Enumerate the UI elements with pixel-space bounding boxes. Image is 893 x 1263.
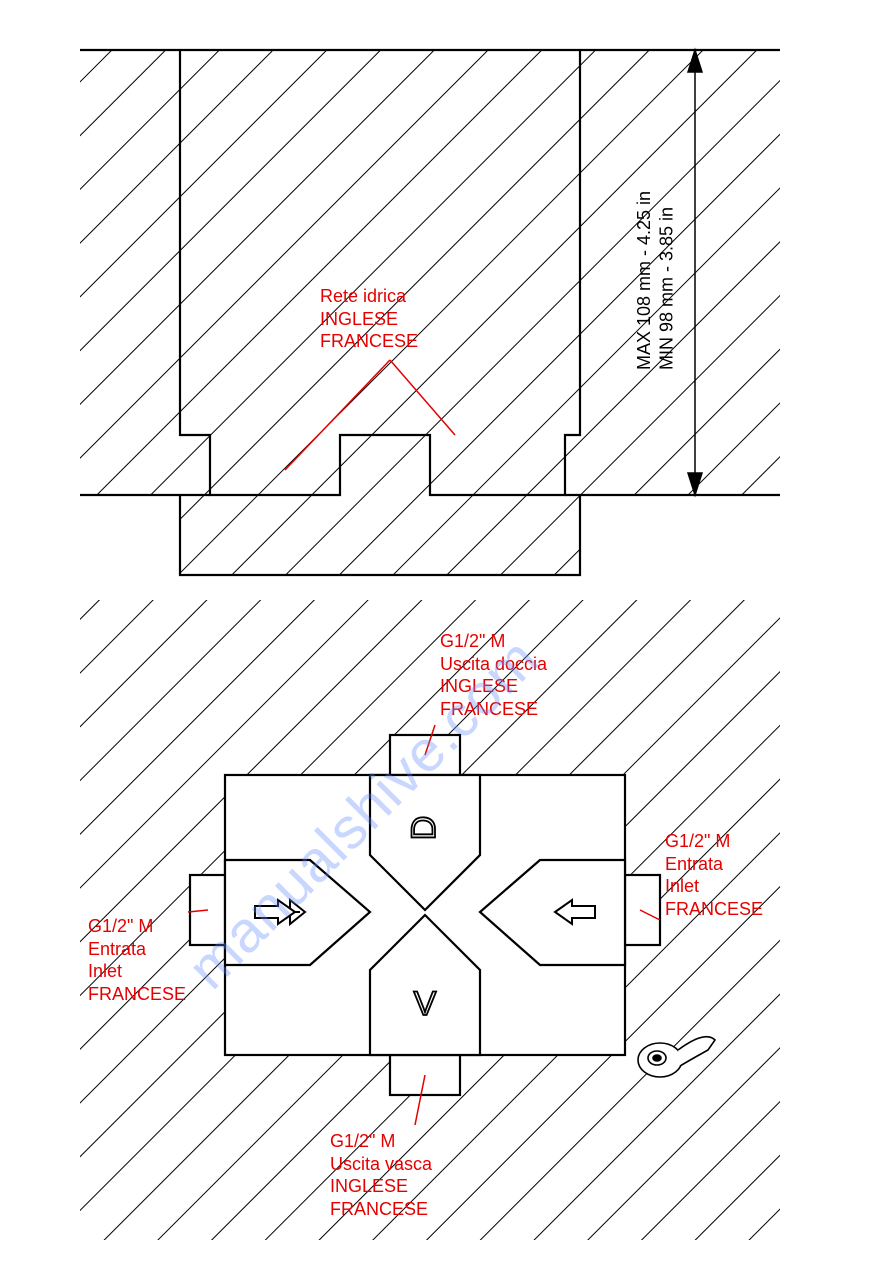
text-line: Rete idrica (320, 286, 406, 306)
text-line: FRANCESE (320, 331, 418, 351)
svg-text:D: D (405, 816, 443, 841)
label-uscita-vasca: G1/2" M Uscita vasca INGLESE FRANCESE (330, 1130, 432, 1220)
label-entrata-right: G1/2" M Entrata Inlet FRANCESE (665, 830, 763, 920)
text-line: G1/2" M (440, 631, 505, 651)
text-line: Entrata (665, 854, 723, 874)
text-line: FRANCESE (440, 699, 538, 719)
text-line: G1/2" M (665, 831, 730, 851)
text-line: FRANCESE (665, 899, 763, 919)
text-line: INGLESE (440, 676, 518, 696)
svg-text:V: V (414, 985, 437, 1023)
text-line: FRANCESE (330, 1199, 428, 1219)
dimension-text: MAX 108 mm - 4.25 in MIN 98 mm - 3.85 in (633, 110, 678, 370)
diagram-container: D V Rete idrica INGLESE FRANCESE MAX 108… (0, 0, 893, 1263)
text-line: Inlet (88, 961, 122, 981)
text-line: G1/2" M (330, 1131, 395, 1151)
label-entrata-left: G1/2" M Entrata Inlet FRANCESE (88, 915, 186, 1005)
text-line: MIN 98 mm - 3.85 in (657, 207, 677, 370)
label-rete-idrica: Rete idrica INGLESE FRANCESE (320, 285, 418, 353)
text-line: Entrata (88, 939, 146, 959)
label-uscita-doccia: G1/2" M Uscita doccia INGLESE FRANCESE (440, 630, 547, 720)
text-line: INGLESE (320, 309, 398, 329)
text-line: Uscita vasca (330, 1154, 432, 1174)
text-line: Uscita doccia (440, 654, 547, 674)
text-line: FRANCESE (88, 984, 186, 1004)
text-line: INGLESE (330, 1176, 408, 1196)
text-line: Inlet (665, 876, 699, 896)
text-line: G1/2" M (88, 916, 153, 936)
text-line: MAX 108 mm - 4.25 in (634, 191, 654, 370)
